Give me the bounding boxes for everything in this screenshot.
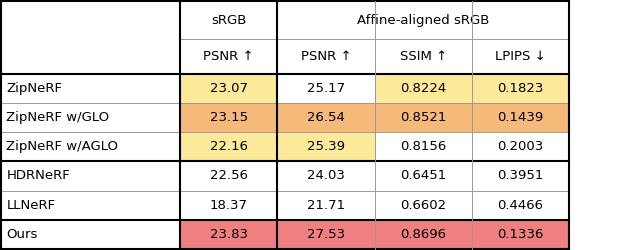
Text: Ours: Ours [6,228,38,240]
Text: 24.03: 24.03 [307,170,345,182]
Text: 22.56: 22.56 [210,170,248,182]
Text: HDRNeRF: HDRNeRF [6,170,70,182]
Text: 18.37: 18.37 [210,198,248,211]
Text: 0.8696: 0.8696 [400,228,446,240]
Text: 0.8224: 0.8224 [400,82,446,95]
Bar [472,103,569,132]
Bar [472,220,569,248]
Text: 0.8156: 0.8156 [400,140,446,153]
Text: 23.83: 23.83 [210,228,248,240]
Bar [277,132,375,162]
Text: 27.53: 27.53 [307,228,345,240]
Text: PSNR ↑: PSNR ↑ [301,50,352,63]
Text: 21.71: 21.71 [307,198,345,211]
Text: LPIPS ↓: LPIPS ↓ [495,50,546,63]
Bar [180,103,277,132]
Bar [472,74,569,103]
Text: 0.4466: 0.4466 [498,198,544,211]
Bar [180,74,277,103]
Text: 0.1336: 0.1336 [497,228,544,240]
Text: 0.1439: 0.1439 [497,112,544,124]
Bar [375,103,472,132]
Text: Affine-aligned sRGB: Affine-aligned sRGB [357,14,490,27]
Bar [375,220,472,248]
Text: 26.54: 26.54 [307,112,345,124]
Text: SSIM ↑: SSIM ↑ [399,50,447,63]
Bar [375,74,472,103]
Text: PSNR ↑: PSNR ↑ [203,50,254,63]
Text: 0.3951: 0.3951 [497,170,544,182]
Text: sRGB: sRGB [211,14,246,27]
Text: ZipNeRF w/GLO: ZipNeRF w/GLO [6,112,110,124]
Text: 25.39: 25.39 [307,140,345,153]
Bar [277,220,375,248]
Text: 23.07: 23.07 [210,82,248,95]
Bar [180,220,277,248]
Text: 23.15: 23.15 [210,112,248,124]
Text: 0.6451: 0.6451 [400,170,446,182]
Text: ZipNeRF: ZipNeRF [6,82,62,95]
Text: LLNeRF: LLNeRF [6,198,55,211]
Bar [277,103,375,132]
Text: 0.8521: 0.8521 [400,112,447,124]
Text: 25.17: 25.17 [307,82,345,95]
Text: 22.16: 22.16 [210,140,248,153]
Bar [180,132,277,162]
Text: ZipNeRF w/AGLO: ZipNeRF w/AGLO [6,140,118,153]
Text: 0.6602: 0.6602 [400,198,446,211]
Text: 0.1823: 0.1823 [497,82,544,95]
Text: 0.2003: 0.2003 [497,140,544,153]
